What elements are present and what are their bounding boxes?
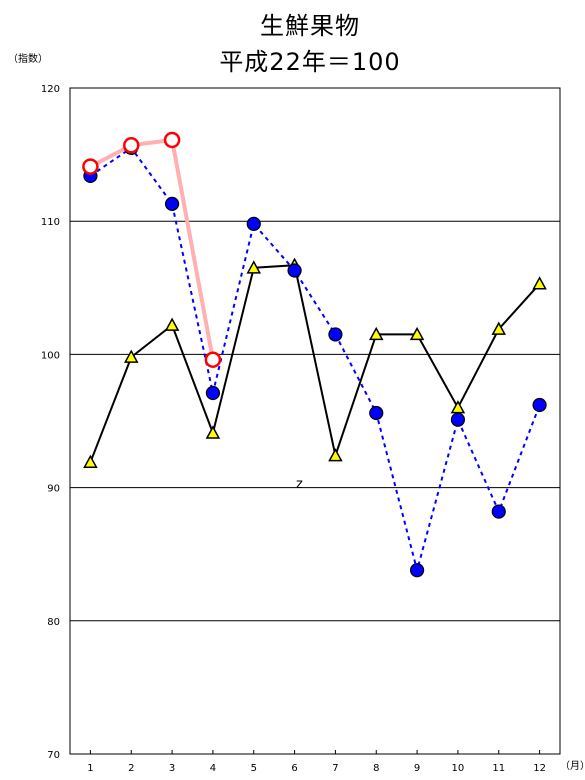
- x-tick-label: 8: [373, 763, 379, 774]
- series-1-point: [368, 326, 384, 341]
- series-1-point: [123, 349, 139, 363]
- chart-subtitle: 平成22年＝100: [219, 48, 401, 76]
- series-1-point: [246, 260, 262, 274]
- x-tick-label: 11: [492, 763, 505, 774]
- series-3-point: [163, 131, 181, 149]
- y-tick-label: 100: [41, 350, 60, 361]
- series-markers: [82, 131, 547, 578]
- series-1-point: [83, 454, 98, 469]
- y-tick-label: 110: [41, 217, 60, 228]
- y-axis-label: （指数）: [8, 54, 48, 65]
- series-1-point: [409, 326, 425, 341]
- series-2-point: [328, 327, 343, 342]
- x-axis-label: （月）: [560, 761, 585, 772]
- series-2-point: [532, 397, 547, 413]
- series-3-point: [82, 158, 99, 175]
- series-lines: [89, 137, 541, 575]
- series-2-point: [164, 196, 180, 211]
- series-1-point: [532, 276, 547, 290]
- x-tick-label: 10: [452, 763, 465, 774]
- y-tick-label: 70: [47, 750, 60, 761]
- y-tick-label: 80: [47, 617, 60, 628]
- x-tick-label: 3: [169, 763, 175, 774]
- x-tick-label: 6: [291, 763, 297, 774]
- x-tick-label: 12: [533, 763, 546, 774]
- series-2-point: [409, 563, 425, 578]
- series-line-3: [89, 137, 215, 361]
- series-1-point: [205, 425, 221, 439]
- annotation-label: z: [296, 477, 303, 492]
- x-tick-label: 5: [251, 763, 257, 774]
- series-line-1: [89, 264, 541, 463]
- x-tick-label: 4: [210, 763, 216, 774]
- x-tick-label: 9: [414, 763, 420, 774]
- x-tick-label: 7: [332, 763, 338, 774]
- x-tick-label: 1: [87, 763, 93, 774]
- series-1-point: [328, 448, 343, 462]
- series-1-point: [491, 321, 507, 335]
- series-1-point: [450, 400, 466, 414]
- plot-frame: [69, 87, 561, 755]
- y-tick-label: 90: [47, 484, 60, 495]
- series-2-point: [287, 263, 302, 278]
- gridlines: [70, 220, 560, 622]
- series-line-2: [89, 146, 541, 575]
- y-tick-label: 120: [41, 84, 60, 95]
- series-3-point: [123, 137, 140, 154]
- series-3-point: [204, 351, 222, 368]
- series-2-point: [369, 405, 384, 421]
- series-2-point: [246, 216, 261, 231]
- x-tick-label: 2: [128, 763, 134, 774]
- series-2-point: [450, 412, 466, 427]
- series-1-point: [164, 317, 180, 331]
- chart-title: 生鮮果物: [260, 12, 360, 40]
- series-2-point: [205, 385, 221, 401]
- series-2-point: [491, 504, 506, 519]
